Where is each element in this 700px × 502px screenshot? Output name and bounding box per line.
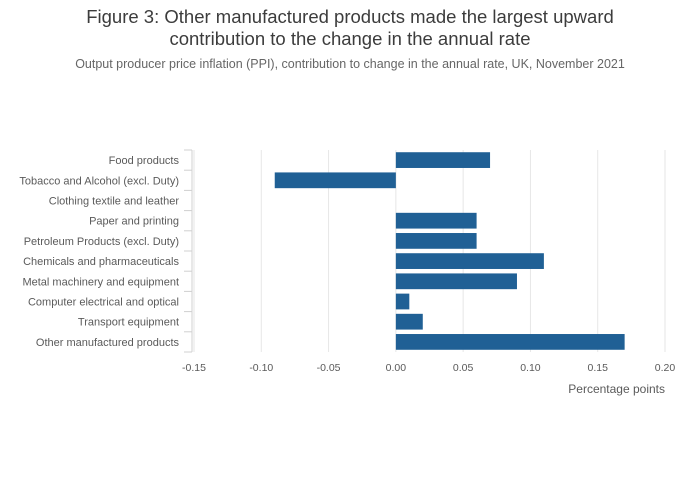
x-tick-label: 0.00: [386, 362, 407, 374]
category-label: Clothing textile and leather: [49, 196, 180, 208]
x-tick-label: -0.15: [182, 362, 206, 374]
x-tick-label: -0.10: [249, 362, 273, 374]
x-tick-label: 0.10: [520, 362, 541, 374]
bar: [395, 273, 517, 290]
y-axis: [184, 149, 193, 353]
category-label: Paper and printing: [89, 216, 179, 228]
category-label: Chemicals and pharmaceuticals: [23, 256, 179, 268]
bar: [395, 233, 477, 249]
bar: [274, 172, 396, 189]
bar: [395, 253, 544, 269]
chart-title-line-1: Figure 3: Other manufactured products ma…: [86, 6, 614, 27]
category-label: Other manufactured products: [36, 337, 180, 349]
bar: [395, 334, 625, 350]
x-axis-label: Percentage points: [568, 382, 665, 396]
category-label: Metal machinery and equipment: [22, 276, 179, 288]
chart-subtitle: Output producer price inflation (PPI), c…: [75, 57, 625, 71]
category-label: Transport equipment: [78, 317, 179, 329]
bars: [274, 152, 625, 350]
x-tick-label: 0.05: [453, 362, 474, 374]
chart-title: Figure 3: Other manufactured products ma…: [0, 6, 700, 50]
category-labels: Food products Tobacco and Alcohol (excl. …: [19, 155, 179, 349]
category-label: Tobacco and Alcohol (excl. Duty): [19, 175, 179, 187]
x-tick-label: -0.05: [317, 362, 341, 374]
category-label: Petroleum Products (excl. Duty): [24, 236, 179, 248]
chart-title-line-2: contribution to the change in the annual…: [169, 28, 531, 49]
category-label: Computer electrical and optical: [28, 297, 179, 309]
x-tick-labels: -0.15 -0.10 -0.05 0.00 0.05 0.10 0.15 0.20: [182, 362, 675, 374]
bar: [395, 152, 491, 168]
bar: [395, 212, 477, 229]
bar: [395, 313, 423, 330]
x-tick-label: 0.15: [587, 362, 608, 374]
gridlines: [193, 150, 666, 352]
bar: [395, 293, 410, 310]
x-tick-label: 0.20: [655, 362, 676, 374]
category-label: Food products: [109, 155, 180, 167]
